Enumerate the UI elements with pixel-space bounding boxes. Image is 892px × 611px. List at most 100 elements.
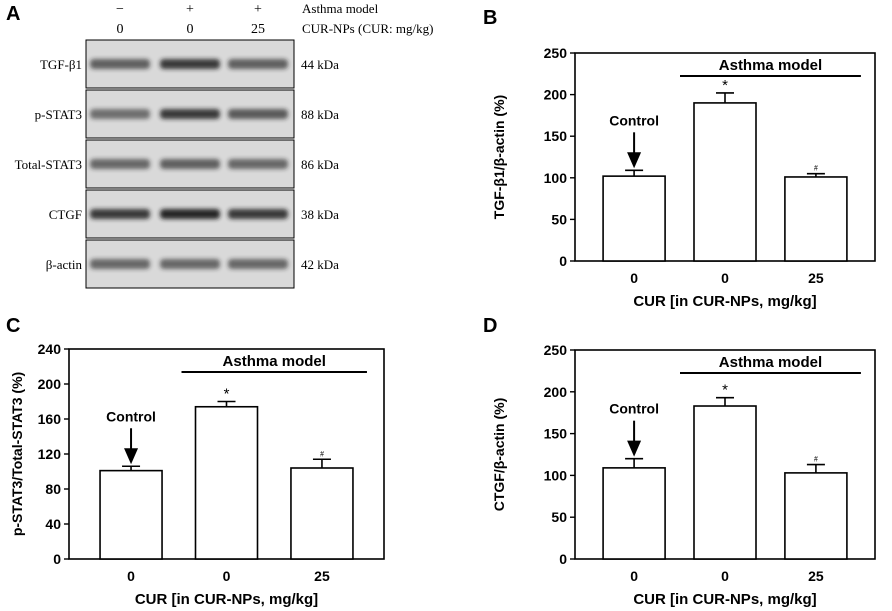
kda-label: 88 kDa [301, 107, 339, 122]
protein-label: β-actin [46, 257, 83, 272]
header-mark: 0 [117, 22, 124, 37]
x-tick-label: 25 [314, 568, 330, 584]
y-tick-label: 50 [551, 211, 567, 227]
panel-b-chart: B 0 50 100 150 200 250 0 * 0 #25 Control Asthma mode… [483, 7, 876, 310]
y-axis-label: CTGF/β-actin (%) [491, 398, 507, 512]
significance-star: * [722, 382, 728, 399]
kda-label: 44 kDa [301, 57, 339, 72]
blot-band [160, 59, 220, 69]
kda-label: 38 kDa [301, 207, 339, 222]
blot-band [228, 259, 288, 269]
y-axis-label: p-STAT3/Total-STAT3 (%) [9, 372, 25, 536]
x-tick-label: 0 [223, 568, 231, 584]
x-tick-label: 25 [808, 270, 824, 286]
y-tick-label: 150 [544, 426, 568, 442]
asthma-model-label: Asthma model [719, 354, 822, 371]
protein-label: CTGF [49, 207, 82, 222]
panel-letter: C [6, 315, 20, 337]
y-axis-label: TGF-β1/β-actin (%) [491, 95, 507, 219]
y-tick-label: 0 [53, 551, 61, 567]
y-tick-label: 250 [544, 342, 568, 358]
x-axis-label: CUR [in CUR-NPs, mg/kg] [135, 591, 318, 608]
asthma-model-label: Asthma model [223, 353, 326, 370]
blot-band [228, 159, 288, 169]
blot-band [90, 159, 150, 169]
blot-band [90, 59, 150, 69]
bar [290, 467, 354, 560]
protein-label: Total-STAT3 [15, 157, 82, 172]
control-label: Control [609, 112, 659, 128]
y-tick-label: 160 [38, 411, 62, 427]
blot-band [228, 209, 288, 219]
bar [693, 405, 757, 560]
x-tick-label: 25 [808, 568, 824, 584]
y-tick-label: 200 [544, 87, 568, 103]
control-arrow-head [627, 152, 642, 169]
panel-a-letter: A [6, 3, 20, 25]
protein-label: p-STAT3 [35, 107, 82, 122]
y-tick-label: 50 [551, 509, 567, 525]
header-mark: − [116, 2, 124, 17]
panel-letter: D [483, 315, 497, 337]
blot-band [90, 109, 150, 119]
header-mark: 25 [251, 22, 265, 37]
y-tick-label: 100 [544, 467, 568, 483]
control-arrow-head [627, 440, 642, 457]
blot-strips: TGF-β1 44 kDa p-STAT3 88 kDa Total-STAT3 86 k… [15, 39, 339, 289]
blot-band [160, 159, 220, 169]
significance-hash: # [814, 164, 818, 173]
blot-band [90, 259, 150, 269]
kda-label: 42 kDa [301, 257, 339, 272]
y-tick-label: 0 [559, 253, 567, 269]
control-label: Control [106, 408, 156, 424]
bar [99, 469, 163, 560]
x-axis-label: CUR [in CUR-NPs, mg/kg] [633, 591, 816, 608]
x-tick-label: 0 [721, 568, 729, 584]
header-mark: 0 [187, 22, 194, 37]
y-tick-label: 120 [38, 446, 62, 462]
control-label: Control [609, 401, 659, 417]
header-mark: + [186, 2, 194, 17]
x-tick-label: 0 [630, 568, 638, 584]
header-label: CUR-NPs (CUR: mg/kg) [302, 21, 433, 36]
panel-d-chart: D 0 50 100 150 200 250 0 * 0 #25 Control Asthma mode… [483, 315, 876, 608]
y-tick-label: 0 [559, 551, 567, 567]
blot-band [160, 109, 220, 119]
header-label: Asthma model [302, 1, 379, 16]
panel-c-chart: C 0 40 80 120 160 200 240 0 * 0 #25 Control Asthma mo… [6, 315, 385, 608]
y-tick-label: 240 [38, 341, 62, 357]
y-tick-label: 150 [544, 128, 568, 144]
bar [784, 472, 848, 560]
bar [602, 467, 666, 560]
bar [194, 405, 259, 560]
protein-label: TGF-β1 [40, 57, 82, 72]
asthma-model-label: Asthma model [719, 57, 822, 74]
y-tick-label: 200 [38, 376, 62, 392]
blot-band [228, 59, 288, 69]
y-tick-label: 40 [45, 516, 61, 532]
bar [602, 175, 666, 262]
y-tick-label: 100 [544, 170, 568, 186]
blot-band [90, 209, 150, 219]
control-arrow-head [124, 448, 139, 465]
bar [784, 176, 848, 262]
significance-star: * [224, 386, 230, 403]
panel-a-western-blot: A − + + Asthma model 0 0 25 CUR-NPs (CUR: mg/kg… [6, 1, 433, 289]
y-tick-label: 250 [544, 45, 568, 61]
blot-band [160, 259, 220, 269]
panel-letter: B [483, 7, 497, 29]
significance-star: * [722, 77, 728, 94]
blot-band [228, 109, 288, 119]
x-tick-label: 0 [630, 270, 638, 286]
x-tick-label: 0 [127, 568, 135, 584]
bar [693, 102, 757, 262]
significance-hash: # [320, 449, 324, 458]
y-tick-label: 200 [544, 384, 568, 400]
blot-header: − + + Asthma model 0 0 25 CUR-NPs (CUR: mg/kg) [116, 1, 433, 37]
kda-label: 86 kDa [301, 157, 339, 172]
x-axis-label: CUR [in CUR-NPs, mg/kg] [633, 293, 816, 310]
blot-band [160, 209, 220, 219]
significance-hash: # [814, 455, 818, 464]
y-tick-label: 80 [45, 481, 61, 497]
